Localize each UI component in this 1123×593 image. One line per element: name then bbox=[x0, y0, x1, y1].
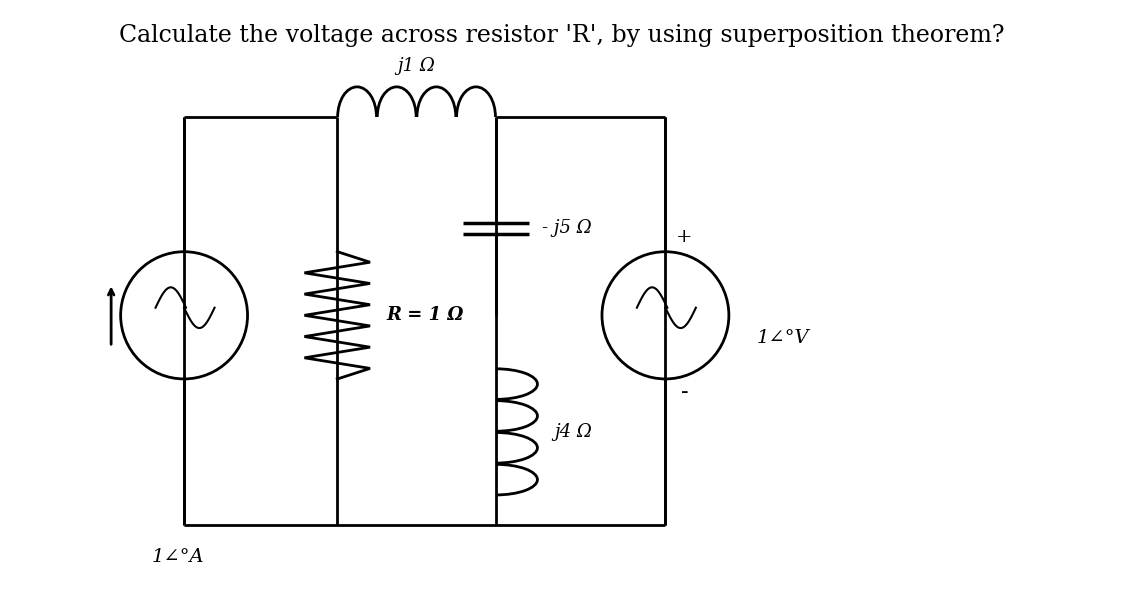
Text: - j5 Ω: - j5 Ω bbox=[541, 219, 592, 237]
Text: j1 Ω: j1 Ω bbox=[398, 58, 436, 75]
Text: j4 Ω: j4 Ω bbox=[554, 423, 592, 441]
Text: +: + bbox=[676, 228, 693, 246]
Text: 1∠°A: 1∠°A bbox=[152, 549, 204, 566]
Text: R = 1 Ω: R = 1 Ω bbox=[386, 307, 464, 324]
Text: Calculate the voltage across resistor 'R', by using superposition theorem?: Calculate the voltage across resistor 'R… bbox=[119, 24, 1004, 47]
Text: -: - bbox=[681, 381, 688, 403]
Text: 1∠°V: 1∠°V bbox=[756, 330, 809, 347]
